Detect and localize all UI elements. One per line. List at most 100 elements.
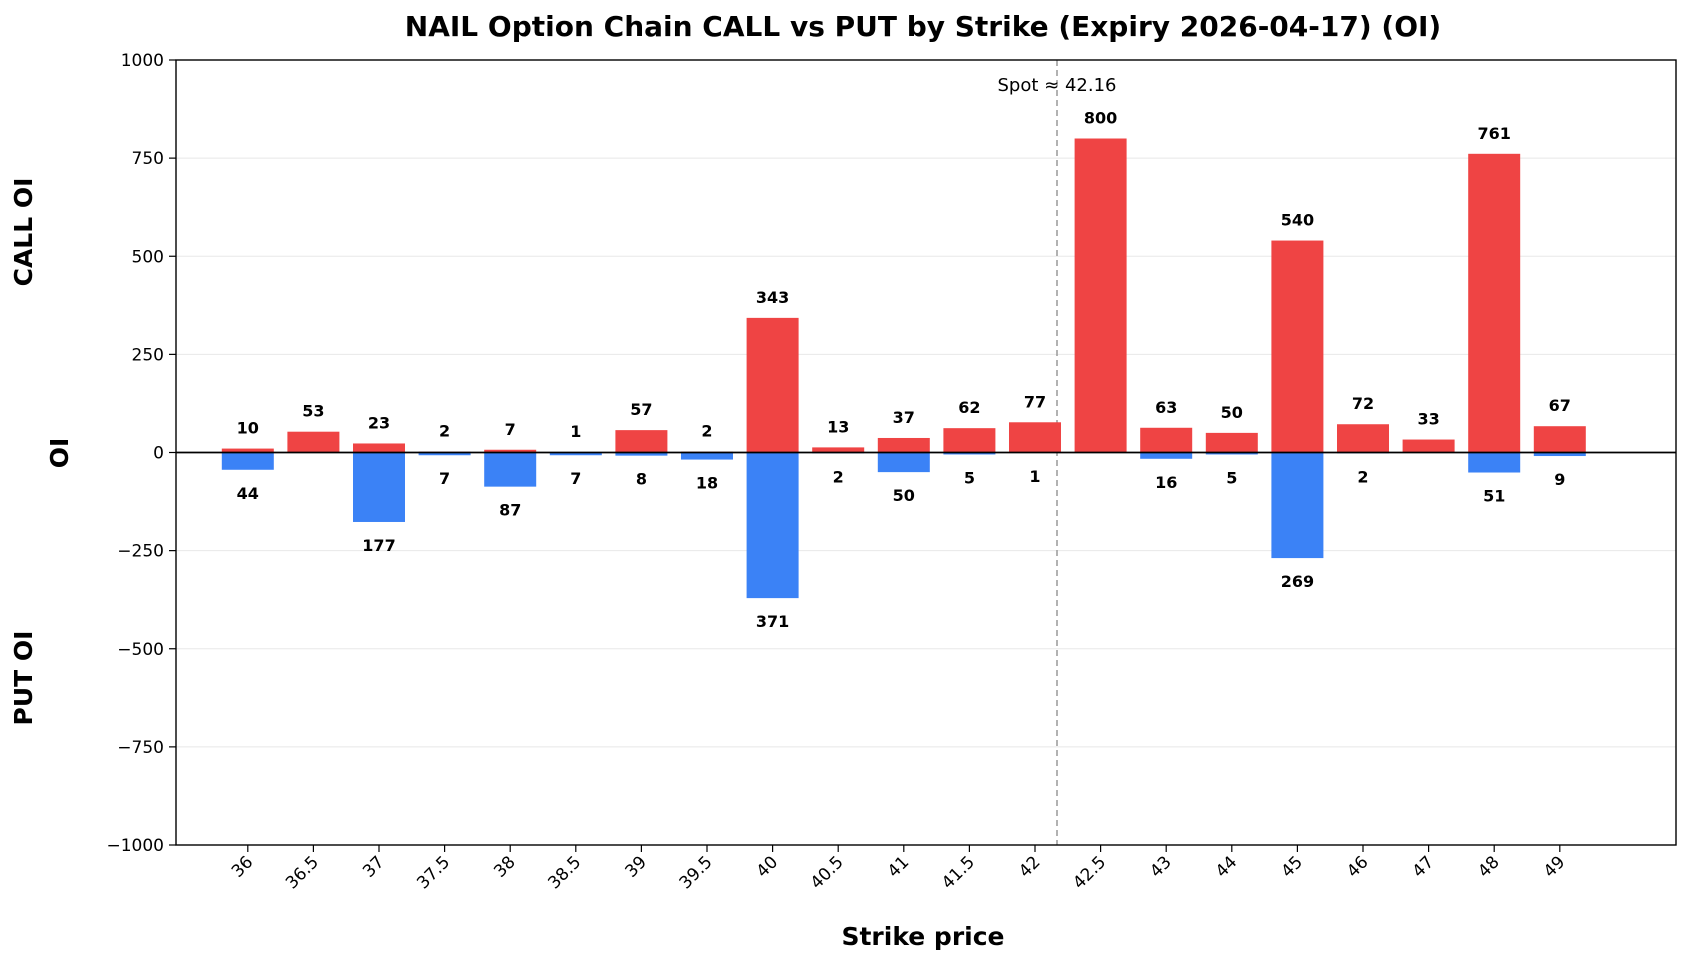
x-tick-label: 39.5 xyxy=(676,852,717,893)
call-value-label: 1 xyxy=(570,422,581,441)
y-tick-label: −250 xyxy=(117,542,164,562)
call-value-label: 2 xyxy=(701,422,712,441)
call-bar xyxy=(1140,427,1193,453)
y-tick-label: 1000 xyxy=(121,51,164,71)
call-value-label: 77 xyxy=(1024,392,1046,411)
call-value-label: 10 xyxy=(237,419,259,438)
put-bar xyxy=(1271,452,1324,559)
put-bar xyxy=(1533,452,1586,457)
put-value-label: 2 xyxy=(833,467,844,486)
put-value-label: 1 xyxy=(1029,467,1040,486)
y-tick-label: 250 xyxy=(132,345,164,365)
x-tick-label: 47 xyxy=(1409,852,1438,881)
y-tick-label: 0 xyxy=(153,444,164,464)
call-bar xyxy=(484,449,537,453)
put-value-label: 87 xyxy=(499,501,521,520)
chart-title: NAIL Option Chain CALL vs PUT by Strike … xyxy=(405,10,1441,43)
x-tick-label: 36 xyxy=(228,852,257,881)
put-bar xyxy=(1468,452,1521,473)
call-bar xyxy=(287,431,340,453)
y-axis-label-put: PUT OI xyxy=(9,631,38,726)
call-bar xyxy=(221,448,274,453)
put-value-label: 371 xyxy=(756,612,789,631)
put-value-label: 16 xyxy=(1155,473,1177,492)
call-bar xyxy=(746,317,799,453)
call-value-label: 2 xyxy=(439,422,450,441)
x-tick-label: 40 xyxy=(753,852,782,881)
x-tick-label: 41.5 xyxy=(938,852,979,893)
call-bar xyxy=(1337,424,1389,453)
call-bar xyxy=(943,428,996,453)
put-bar xyxy=(353,452,405,522)
x-tick-label: 42 xyxy=(1015,852,1044,881)
put-value-label: 8 xyxy=(636,470,647,489)
y-tick-label: 500 xyxy=(132,247,164,267)
call-value-label: 67 xyxy=(1549,396,1571,415)
y-axis-label-call: CALL OI xyxy=(9,178,38,287)
call-value-label: 62 xyxy=(958,398,980,417)
x-tick-label: 45 xyxy=(1277,852,1306,881)
x-tick-label: 44 xyxy=(1212,852,1241,881)
y-axis-label: OI xyxy=(45,438,74,469)
put-value-label: 9 xyxy=(1554,470,1565,489)
bar-value-labels: 1044532317727787175782183433711323750625… xyxy=(237,109,1571,632)
call-bar xyxy=(1468,153,1521,453)
call-value-label: 63 xyxy=(1155,398,1177,417)
call-value-label: 50 xyxy=(1221,403,1243,422)
put-value-label: 2 xyxy=(1357,467,1368,486)
call-bar xyxy=(1533,426,1586,453)
gridlines xyxy=(176,157,1676,748)
put-value-label: 7 xyxy=(570,469,581,488)
call-bar xyxy=(877,437,930,453)
put-bar xyxy=(681,452,733,460)
x-tick-label: 36.5 xyxy=(282,852,323,893)
call-value-label: 7 xyxy=(505,420,516,439)
call-bar xyxy=(1009,422,1061,453)
bars xyxy=(221,138,1586,599)
call-value-label: 540 xyxy=(1281,211,1314,230)
x-tick-label: 46 xyxy=(1343,852,1372,881)
x-tick-label: 48 xyxy=(1474,852,1503,881)
call-bar xyxy=(353,443,405,453)
put-bar xyxy=(549,452,602,456)
put-value-label: 51 xyxy=(1483,487,1505,506)
call-value-label: 53 xyxy=(302,402,324,421)
x-tick-label: 37 xyxy=(359,852,388,881)
x-tick-label: 37.5 xyxy=(413,852,454,893)
put-value-label: 44 xyxy=(237,484,259,503)
put-value-label: 7 xyxy=(439,469,450,488)
put-bar xyxy=(1140,452,1193,459)
put-value-label: 5 xyxy=(964,468,975,487)
put-value-label: 50 xyxy=(893,486,915,505)
put-bar xyxy=(1205,452,1258,455)
put-bar xyxy=(943,452,996,455)
x-tick-label: 43 xyxy=(1146,852,1175,881)
call-bar xyxy=(1402,439,1455,453)
put-value-label: 18 xyxy=(696,474,718,493)
call-bar xyxy=(1074,138,1127,453)
call-bar xyxy=(812,447,865,453)
x-tick-label: 39 xyxy=(621,852,650,881)
call-bar xyxy=(615,430,668,453)
call-value-label: 343 xyxy=(756,288,789,307)
call-value-label: 57 xyxy=(630,400,652,419)
spot-label: Spot ≈ 42.16 xyxy=(998,75,1117,96)
call-value-label: 13 xyxy=(827,417,849,436)
call-value-label: 23 xyxy=(368,413,390,432)
x-tick-label: 42.5 xyxy=(1069,852,1110,893)
x-tick-label: 38.5 xyxy=(544,852,585,893)
call-bar xyxy=(1271,240,1324,453)
x-tick-label: 38 xyxy=(490,852,519,881)
x-tick-label: 41 xyxy=(884,852,913,881)
put-bar xyxy=(877,452,930,473)
call-value-label: 800 xyxy=(1084,109,1117,128)
y-tick-label: −1000 xyxy=(106,836,164,856)
call-value-label: 72 xyxy=(1352,394,1374,413)
y-tick-label: −500 xyxy=(117,640,164,660)
put-bar xyxy=(418,452,471,456)
call-value-label: 761 xyxy=(1477,124,1510,143)
put-bar xyxy=(615,452,668,456)
